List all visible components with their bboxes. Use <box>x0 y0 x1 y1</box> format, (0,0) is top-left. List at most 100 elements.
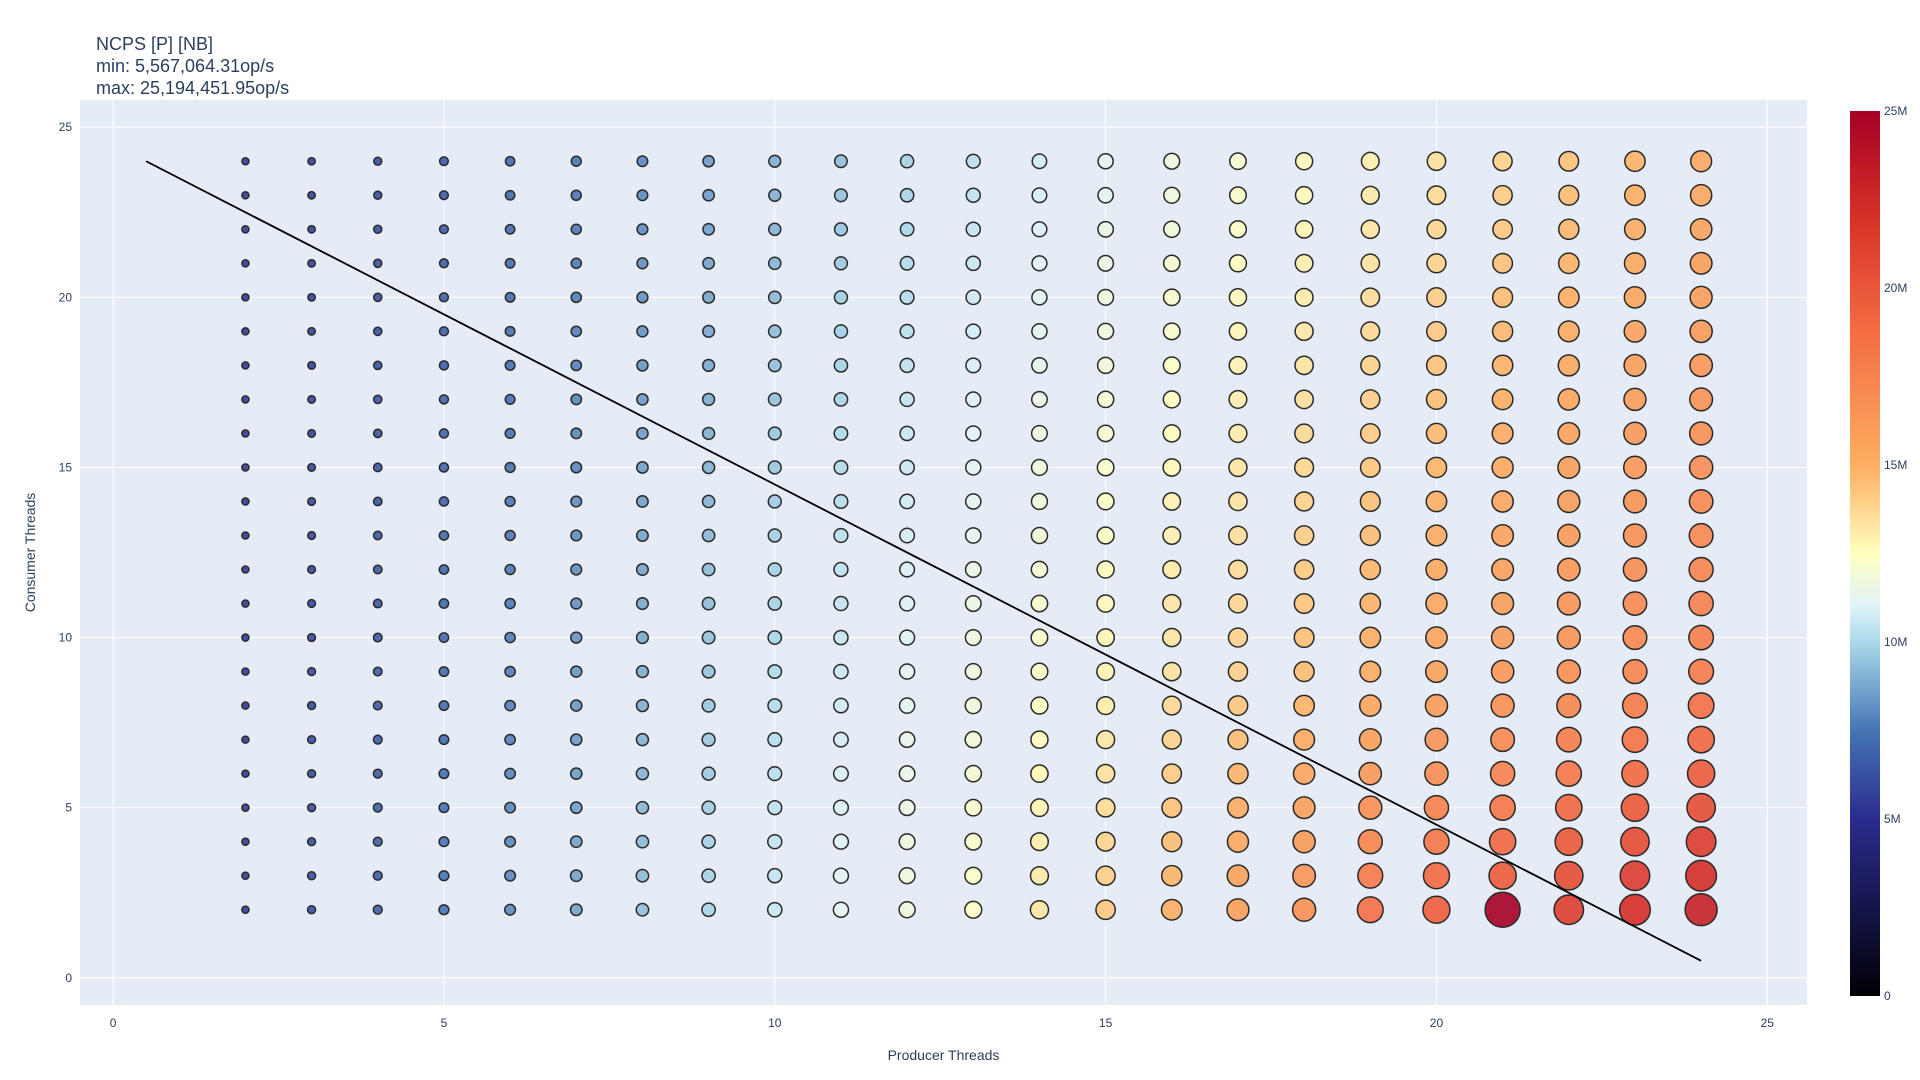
data-point <box>372 802 383 813</box>
data-point <box>1294 219 1314 239</box>
data-point <box>832 833 850 850</box>
data-point <box>1163 152 1181 170</box>
data-point <box>1163 186 1181 204</box>
data-point <box>1425 524 1448 547</box>
colorbar-tick-label: 10M <box>1884 635 1907 649</box>
data-point <box>306 870 317 881</box>
data-point <box>307 462 317 472</box>
data-point <box>701 664 716 679</box>
data-point <box>438 394 450 405</box>
data-point <box>1689 285 1713 310</box>
data-point <box>898 833 916 851</box>
data-point <box>504 597 516 610</box>
data-point <box>1162 424 1182 443</box>
data-point <box>832 799 850 816</box>
data-point <box>832 731 849 748</box>
data-point <box>307 326 317 336</box>
data-point <box>241 565 250 574</box>
data-point <box>1160 898 1183 921</box>
data-point <box>1623 319 1647 343</box>
data-point <box>1492 184 1513 206</box>
data-point <box>1357 795 1383 820</box>
data-point <box>833 595 849 612</box>
data-point <box>504 529 516 542</box>
colorbar-tick-label: 0 <box>1884 989 1891 1003</box>
data-point <box>438 768 450 780</box>
data-point <box>1293 660 1315 683</box>
data-point <box>767 732 783 748</box>
data-point <box>1359 592 1382 615</box>
data-point <box>504 291 516 303</box>
data-point <box>1228 355 1248 375</box>
data-point <box>241 837 250 846</box>
data-point <box>241 905 250 915</box>
data-point <box>1030 526 1049 545</box>
data-point <box>1095 763 1116 784</box>
data-point <box>372 870 383 881</box>
data-point <box>701 358 716 373</box>
data-point <box>832 867 850 884</box>
data-point <box>504 393 516 405</box>
data-point <box>964 832 983 851</box>
data-point <box>570 257 583 270</box>
data-point <box>1162 491 1182 511</box>
data-point <box>1623 218 1647 241</box>
data-point <box>373 190 383 201</box>
data-point <box>898 901 916 919</box>
y-tick-label: 20 <box>59 290 73 304</box>
data-point <box>964 798 983 817</box>
data-point <box>702 324 716 338</box>
data-point <box>1030 730 1049 749</box>
data-point <box>570 461 583 474</box>
data-point <box>372 768 383 779</box>
data-point <box>1226 830 1250 853</box>
x-tick-label: 25 <box>1761 1016 1775 1030</box>
data-point <box>767 596 783 611</box>
data-point <box>833 629 849 646</box>
data-point <box>1357 828 1384 855</box>
data-point <box>241 531 250 540</box>
data-point <box>1163 220 1181 239</box>
data-point <box>438 904 450 916</box>
y-tick-label: 5 <box>65 801 72 815</box>
data-point <box>635 562 649 577</box>
data-point <box>569 903 583 917</box>
data-point <box>965 255 982 272</box>
data-point <box>1031 323 1048 340</box>
data-point <box>372 360 383 371</box>
data-point <box>1096 356 1115 375</box>
data-point <box>898 731 916 749</box>
data-point <box>701 630 716 645</box>
data-point <box>504 801 517 814</box>
data-point <box>636 155 649 168</box>
data-point <box>1557 354 1581 377</box>
data-point <box>964 900 983 919</box>
data-point <box>307 190 317 200</box>
data-point <box>701 494 716 509</box>
data-point <box>1555 726 1582 753</box>
data-point <box>1557 455 1581 480</box>
chart-title-line: NCPS [P] [NB] <box>96 34 213 54</box>
data-point <box>372 564 383 575</box>
data-point <box>766 867 783 884</box>
data-point <box>504 903 517 916</box>
data-point <box>1294 185 1314 205</box>
data-point <box>1162 254 1181 273</box>
data-point <box>965 221 982 238</box>
data-point <box>504 257 516 269</box>
data-point <box>570 563 583 576</box>
data-point <box>767 528 783 543</box>
data-point <box>1228 457 1248 478</box>
data-point <box>1557 252 1580 275</box>
data-point <box>241 463 250 472</box>
data-point <box>702 154 715 168</box>
data-point <box>767 664 783 680</box>
data-point <box>1687 692 1715 720</box>
data-point <box>1030 424 1049 442</box>
data-point <box>767 766 783 782</box>
data-point <box>307 496 317 507</box>
data-point <box>504 665 516 678</box>
data-point <box>1623 421 1647 446</box>
data-point <box>438 632 450 643</box>
data-point <box>1294 355 1314 376</box>
